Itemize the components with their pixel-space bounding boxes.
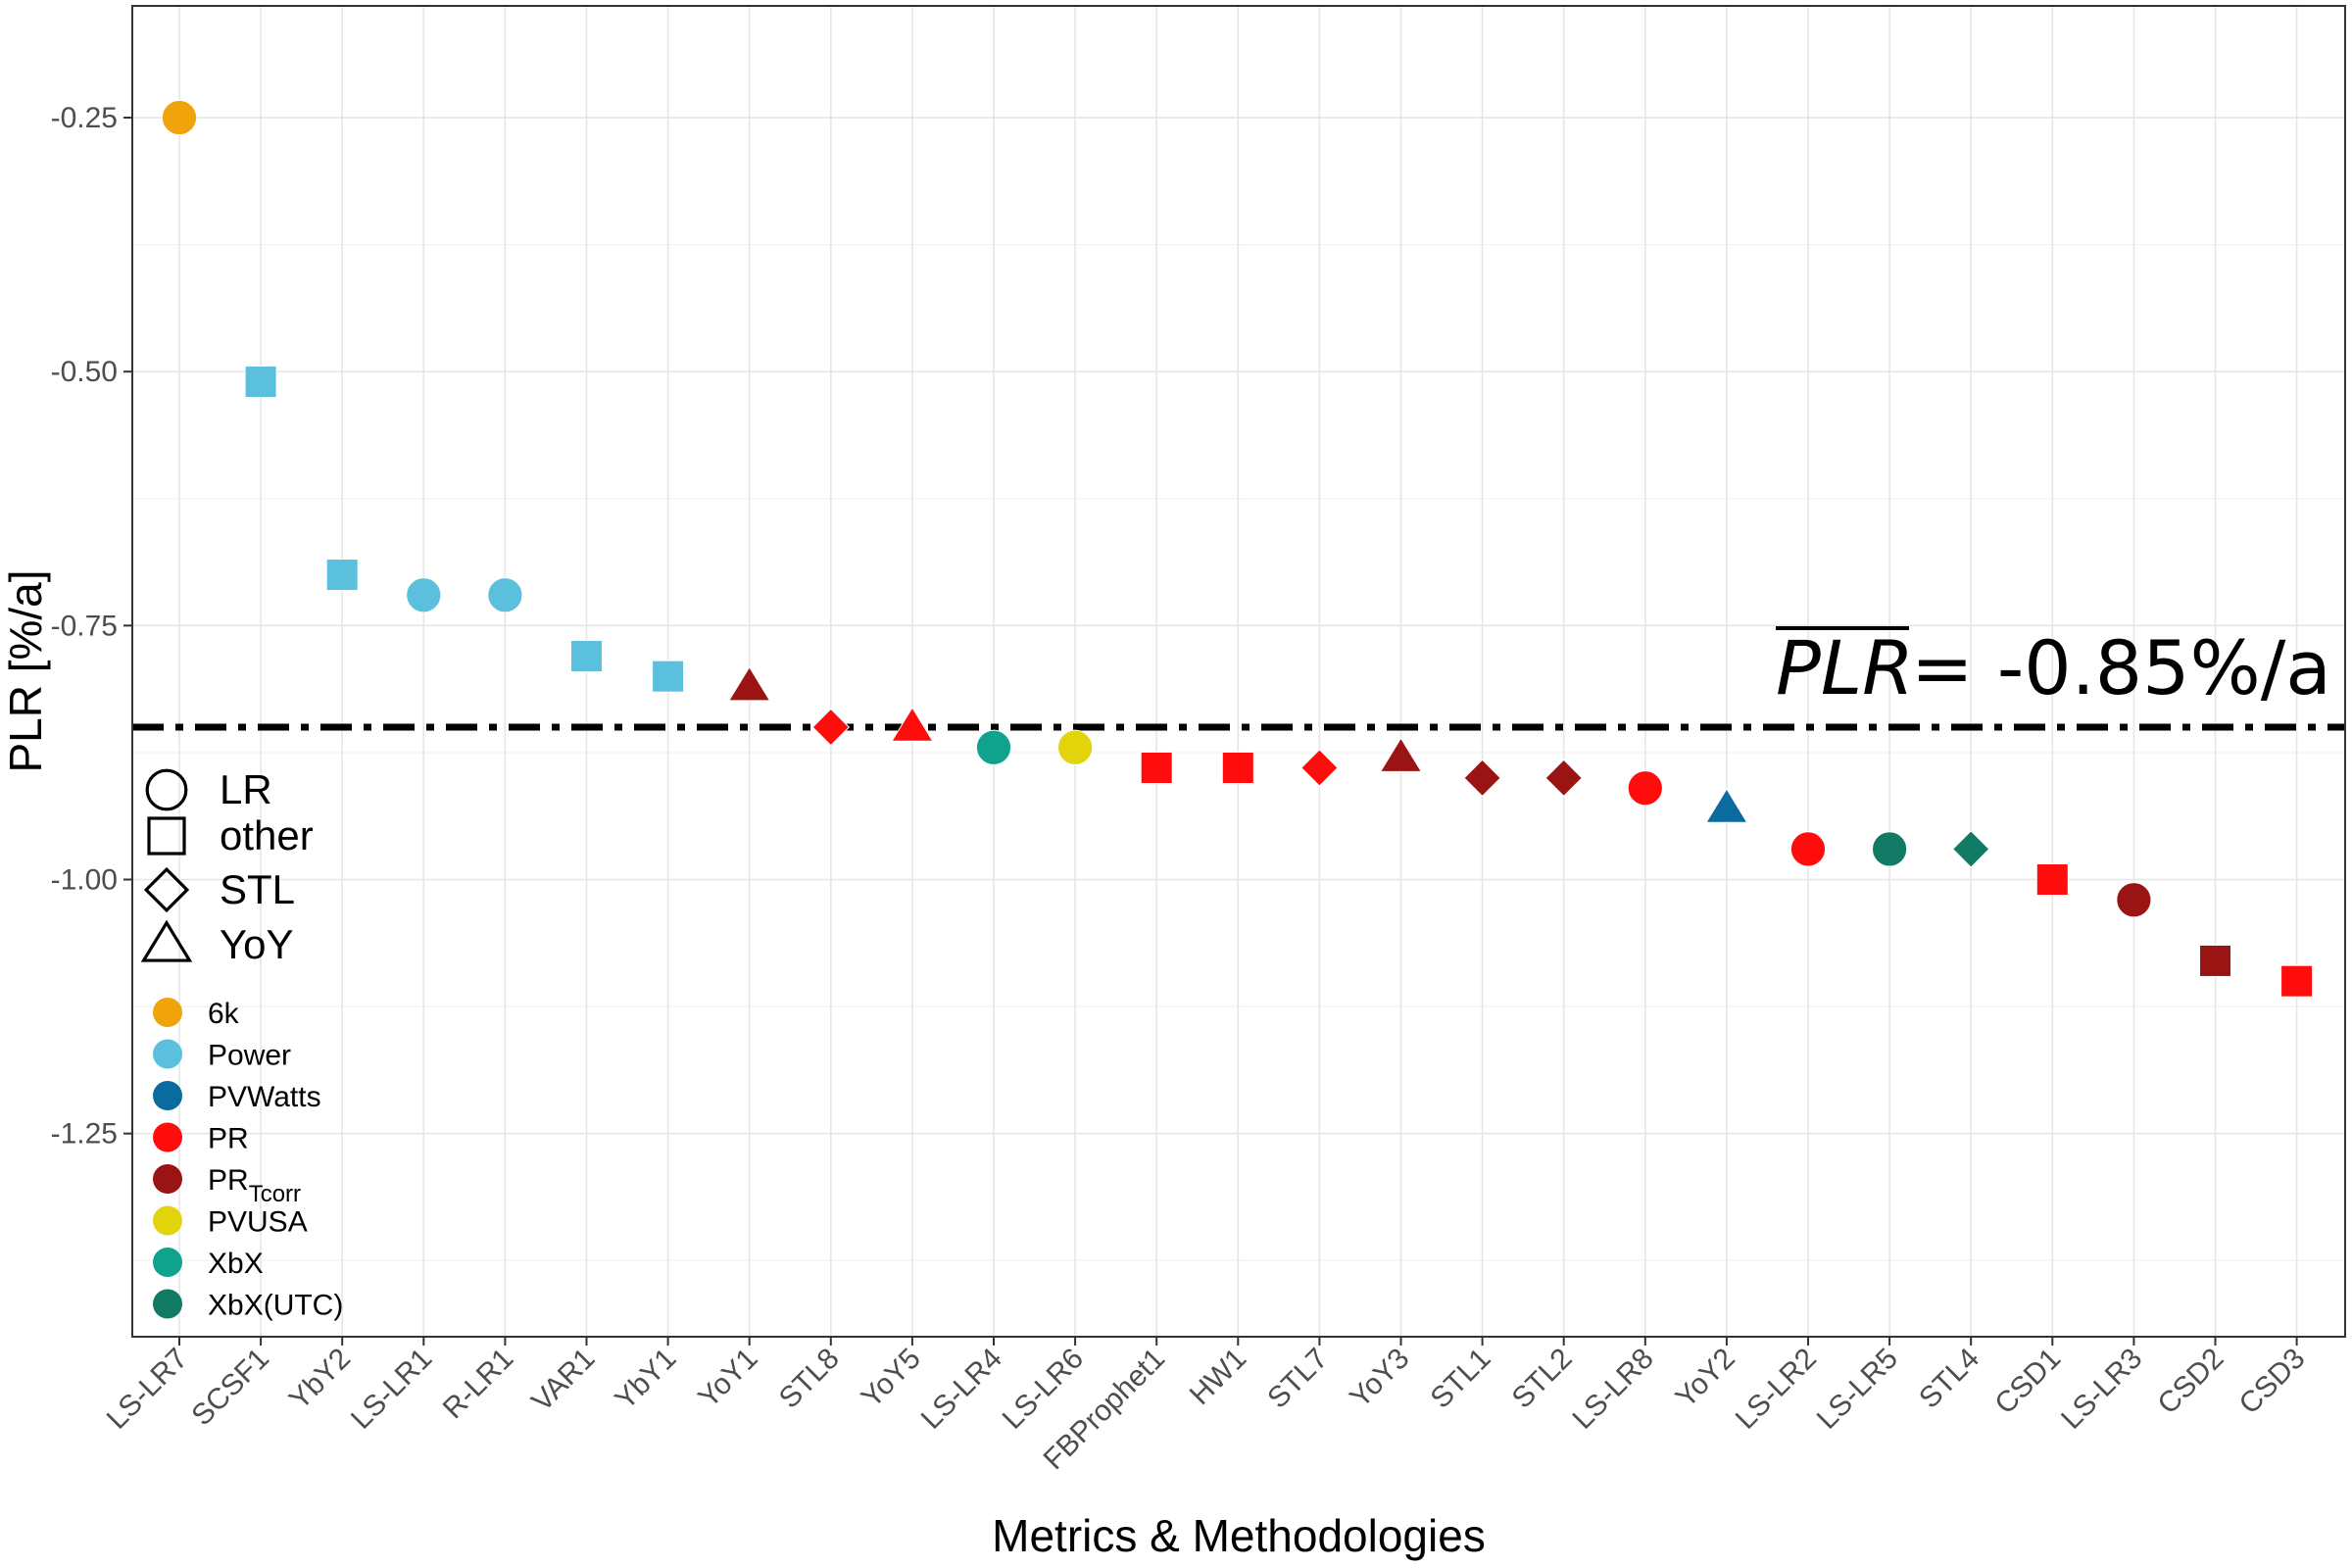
legend-color-label-6k: 6k xyxy=(208,998,240,1030)
legend-color-label-pr: PR xyxy=(208,1123,249,1155)
legend-shape-other xyxy=(147,816,186,856)
y-tick-label: -0.75 xyxy=(51,610,118,642)
legend-color-swatch-6k xyxy=(153,998,182,1027)
data-point-csd3 xyxy=(2280,964,2314,998)
data-point-r-lr1 xyxy=(487,577,523,613)
legend-shape-label-yoy: YoY xyxy=(220,921,294,967)
mean-annotation-symbol: PLR xyxy=(1776,624,1914,711)
data-point-stl8 xyxy=(811,708,851,747)
legend-color-swatch-pr xyxy=(153,1122,182,1152)
y-tick-label: -1.00 xyxy=(51,864,118,897)
legend-shape-yoy xyxy=(140,919,193,962)
legend-shape-label-other: other xyxy=(220,812,314,858)
legend-color-swatch-xbx-utc xyxy=(153,1289,182,1319)
data-point-yby2 xyxy=(325,559,359,592)
mean-annotation: PLR = -0.85%/a xyxy=(1776,624,2331,711)
data-point-csd1 xyxy=(2035,863,2069,897)
legend-color-label-xbx: XbX xyxy=(208,1248,264,1280)
data-point-yoy2 xyxy=(1705,788,1748,823)
legend-shape-stl xyxy=(143,866,190,913)
data-point-yby1 xyxy=(652,660,685,693)
data-point-ls-lr5 xyxy=(1872,831,1908,867)
data-point-stl7 xyxy=(1300,749,1339,787)
legend-color-label-pvusa: PVUSA xyxy=(208,1206,308,1239)
data-point-ls-lr2 xyxy=(1789,831,1827,867)
data-point-ls-lr7 xyxy=(161,99,198,136)
legend-color-label-pvwatts: PVWatts xyxy=(208,1081,321,1113)
data-point-ls-lr8 xyxy=(1627,770,1663,807)
data-point-csd2 xyxy=(2199,944,2231,977)
data-point-fbprophet1 xyxy=(1140,751,1173,784)
legend-color-label-xbx-utc: XbX(UTC) xyxy=(208,1290,343,1322)
legend-color-swatch-pvusa xyxy=(153,1205,182,1236)
data-point-stl4 xyxy=(1951,830,1990,868)
data-point-yoy5 xyxy=(891,707,934,742)
data-points xyxy=(161,99,2314,998)
data-point-stl1 xyxy=(1463,759,1501,798)
legend-color-swatch-xbx xyxy=(153,1248,182,1277)
data-point-ls-lr3 xyxy=(2116,882,2152,918)
legend-color-swatch-pvwatts xyxy=(153,1081,182,1110)
data-point-ls-lr1 xyxy=(406,577,442,613)
data-point-ls-lr6 xyxy=(1057,729,1094,765)
data-point-var1 xyxy=(570,639,603,672)
legend-color-swatch-power xyxy=(153,1039,182,1069)
y-tick-label: -1.25 xyxy=(51,1118,118,1151)
legend-shape-label-lr: LR xyxy=(220,766,272,812)
y-axis-ticks: -0.25 -0.50 -0.75 -1.00 -1.25 xyxy=(51,102,132,1151)
data-point-hw1 xyxy=(1221,751,1254,784)
legend-shape-label-stl: STL xyxy=(220,866,295,912)
y-tick-label: -0.50 xyxy=(51,356,118,388)
data-point-stl2 xyxy=(1544,759,1583,798)
data-point-yoy3 xyxy=(1379,737,1423,772)
y-axis-title: PLR [%/a] xyxy=(0,569,51,772)
mean-annotation-value: = -0.85%/a xyxy=(1911,624,2331,711)
y-tick-label: -0.25 xyxy=(51,102,118,134)
data-point-scsf1 xyxy=(244,366,277,399)
legend-shape-lr xyxy=(145,768,188,811)
legend: LRotherSTLYoY6kPowerPVWattsPRPRTcorrPVUS… xyxy=(140,766,343,1322)
data-point-yoy1 xyxy=(727,665,771,702)
legend-color-swatch-pr-tcorr xyxy=(153,1164,182,1194)
legend-color-label-power: Power xyxy=(208,1040,291,1072)
x-axis-title: Metrics & Methodologies xyxy=(992,1510,1486,1561)
data-point-ls-lr4 xyxy=(975,729,1012,765)
